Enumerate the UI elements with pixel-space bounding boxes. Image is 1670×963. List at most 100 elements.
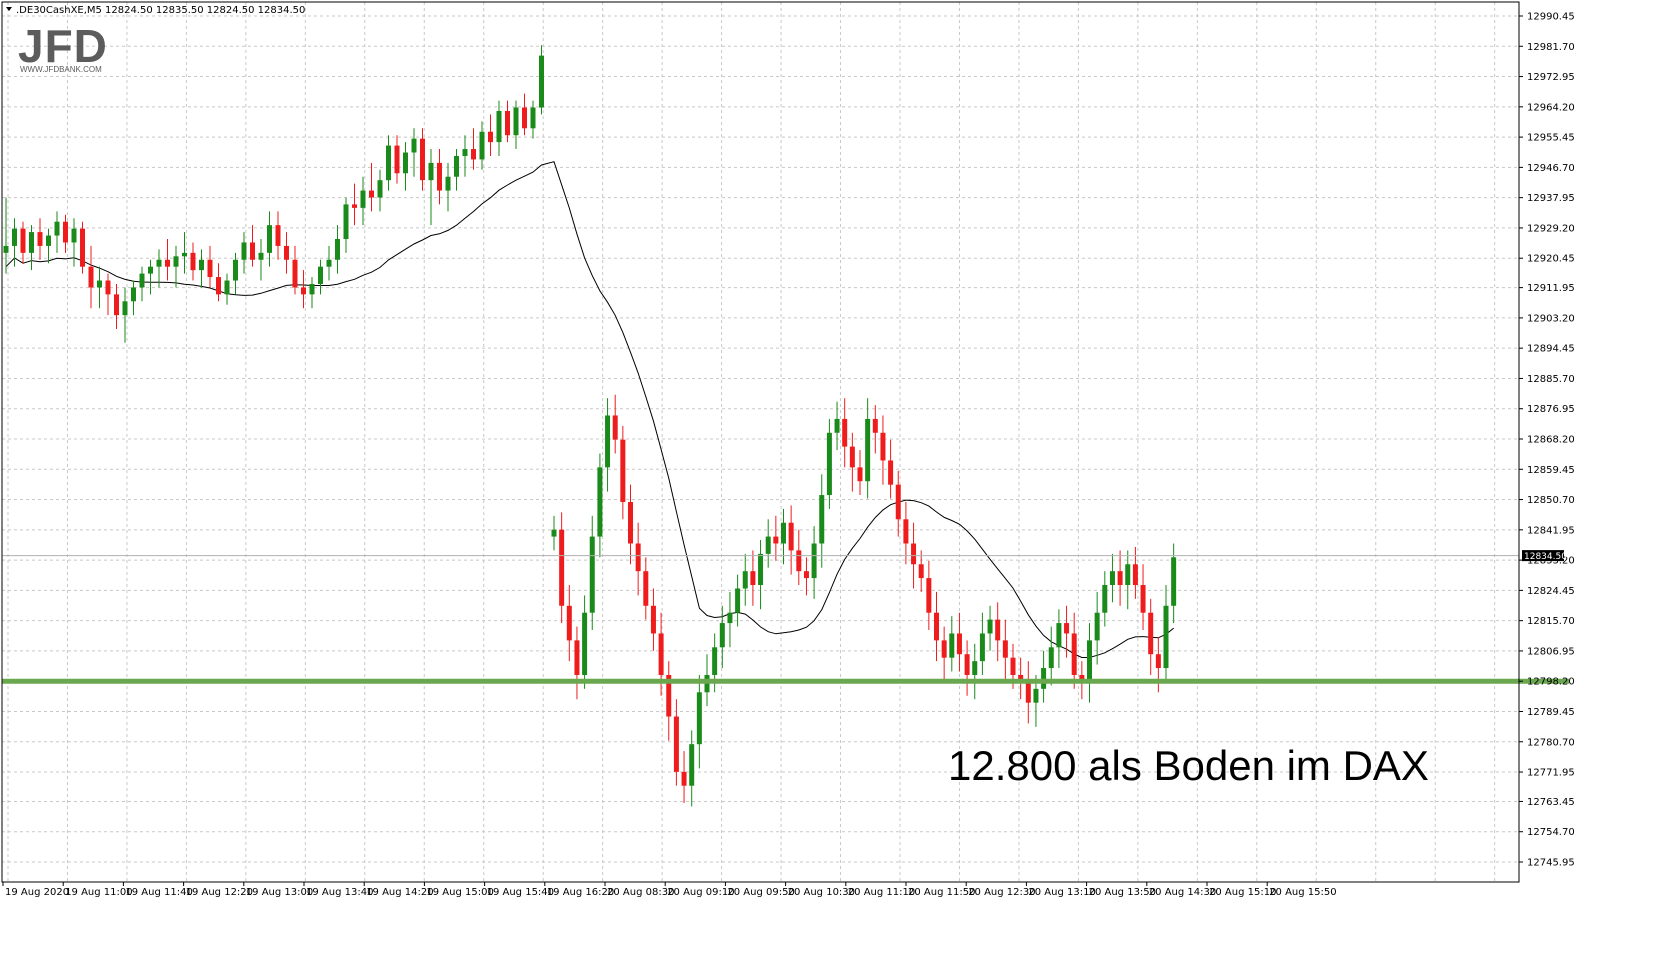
price-tick-label: 12789.45: [1527, 707, 1575, 718]
candle-body: [445, 176, 451, 191]
candle-body: [1094, 612, 1100, 641]
time-tick-label: 20 Aug 08:30: [607, 887, 674, 898]
candle-body: [643, 571, 649, 606]
candle-body: [727, 612, 733, 624]
price-tick-label: 12754.70: [1527, 827, 1575, 838]
price-tick-label: 12868.20: [1527, 435, 1575, 446]
price-tick-label: 12824.45: [1527, 586, 1575, 597]
candle-body: [301, 287, 306, 295]
candle-body: [972, 661, 978, 675]
dropdown-arrow-icon[interactable]: [6, 7, 12, 11]
candle-body: [666, 674, 672, 717]
candle-body: [479, 131, 485, 160]
candle-body: [216, 277, 221, 295]
candle-body: [105, 280, 111, 295]
price-axis: 12990.45 12981.70 12972.95 12964.20 12955.45…: [1519, 12, 1575, 869]
candle-body: [122, 301, 128, 316]
price-tick-label: 12964.20: [1527, 102, 1575, 113]
candle-body: [131, 287, 136, 302]
price-tick-label: 12876.95: [1527, 404, 1575, 415]
candle-body: [258, 252, 264, 260]
price-tick-label: 12859.45: [1527, 465, 1575, 476]
time-tick-label: 19 Aug 12:20: [186, 887, 253, 898]
candle-body: [658, 633, 664, 675]
candle-body: [865, 418, 871, 482]
time-tick-label: 19 Aug 13:40: [306, 887, 373, 898]
candle-body: [335, 239, 340, 260]
candle-body: [46, 235, 51, 246]
candle-body: [689, 744, 695, 786]
candle-body: [1109, 571, 1115, 586]
price-tick-label: 12885.70: [1527, 374, 1575, 385]
candle-body: [620, 439, 626, 502]
candle-body: [559, 529, 565, 606]
time-tick-label: 19 Aug 14:20: [366, 887, 433, 898]
candle-body: [987, 619, 993, 634]
price-tick-label: 12815.70: [1527, 616, 1575, 627]
candle-body: [566, 605, 572, 641]
candle-body: [995, 619, 1001, 641]
price-tick-label: 12894.45: [1527, 344, 1575, 355]
price-tick-label: 12990.45: [1527, 12, 1575, 23]
candle-body: [819, 495, 825, 544]
candle-body: [696, 692, 702, 745]
price-tick-label: 12972.95: [1527, 72, 1575, 83]
chart-annotation: 12.800 als Boden im DAX: [948, 742, 1429, 789]
time-tick-label: 19 Aug 15:40: [487, 887, 554, 898]
candle-body: [71, 228, 77, 243]
candle-body: [964, 654, 970, 675]
time-tick-label: 20 Aug 13:50: [1089, 887, 1156, 898]
candle-body: [199, 259, 204, 271]
candle-body: [454, 155, 459, 177]
candle-body: [765, 536, 771, 554]
candle-body: [650, 605, 656, 634]
time-tick-label: 20 Aug 12:30: [968, 887, 1035, 898]
candle-body: [54, 221, 60, 236]
candle-body: [956, 633, 962, 655]
candle-body: [139, 273, 145, 288]
candle-body: [148, 266, 153, 274]
jfd-logo: JFD WWW.JFDBANK.COM: [18, 20, 107, 74]
candle-body: [352, 204, 357, 208]
candle-body: [1071, 633, 1077, 675]
price-tick-label: 12763.45: [1527, 797, 1575, 808]
price-tick-label: 12920.45: [1527, 254, 1575, 265]
candle-body: [165, 259, 170, 267]
candle-body: [420, 138, 425, 181]
candle-body: [505, 110, 510, 136]
candle-body: [437, 162, 442, 191]
time-tick-label: 20 Aug 13:10: [1028, 887, 1095, 898]
time-tick-label: 19 Aug 13:00: [246, 887, 313, 898]
time-tick-label: 20 Aug 10:30: [788, 887, 855, 898]
candle-body: [574, 640, 580, 675]
candle-body: [29, 232, 34, 253]
candle-body: [681, 771, 687, 786]
candle-body: [182, 252, 187, 257]
time-tick-label: 20 Aug 11:10: [848, 887, 915, 898]
candle-body: [1087, 640, 1092, 682]
candle-body: [1018, 674, 1024, 682]
candle-body: [582, 612, 588, 675]
candle-body: [403, 152, 408, 174]
candle-body: [742, 571, 748, 589]
candle-body: [1010, 657, 1016, 675]
price-tick-label: 12929.20: [1527, 223, 1575, 234]
candle-body: [1064, 623, 1070, 634]
candle-body: [156, 259, 162, 267]
candle-body: [673, 716, 679, 772]
candle-body: [284, 245, 289, 260]
candle-body: [589, 536, 595, 613]
price-tick-label: 12780.70: [1527, 737, 1575, 748]
candle-body: [360, 190, 366, 208]
candle-body: [911, 543, 917, 565]
candles: [3, 45, 1177, 807]
logo-url: WWW.JFDBANK.COM: [20, 65, 102, 74]
candle-body: [233, 259, 238, 281]
candle-body: [872, 418, 878, 433]
candle-body: [20, 228, 26, 253]
candle-body: [834, 418, 840, 433]
time-tick-label: 20 Aug 11:50: [908, 887, 975, 898]
candle-body: [719, 623, 725, 648]
